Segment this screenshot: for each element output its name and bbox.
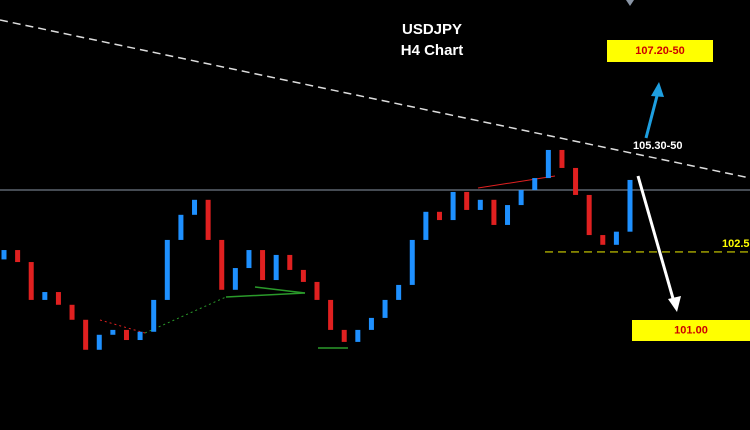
marker bbox=[626, 0, 634, 6]
candle-body bbox=[123, 329, 129, 341]
candle-body bbox=[55, 292, 61, 305]
candle-body bbox=[1, 250, 7, 260]
candle-body bbox=[15, 250, 21, 263]
candles bbox=[1, 149, 633, 350]
candle-body bbox=[423, 211, 429, 240]
target-box bbox=[632, 320, 750, 341]
candle-body bbox=[164, 239, 170, 300]
candle-body bbox=[573, 167, 579, 195]
candle-body bbox=[246, 250, 252, 269]
arrow-down bbox=[636, 175, 676, 303]
target-label: 107.20-50 bbox=[635, 45, 685, 57]
candle-body bbox=[28, 262, 34, 300]
arrow-head bbox=[651, 82, 664, 97]
candle-body bbox=[491, 199, 497, 225]
candle-body bbox=[273, 254, 279, 281]
candle-body bbox=[355, 329, 361, 342]
target-label: 101.00 bbox=[674, 324, 708, 336]
resistance-line bbox=[99, 319, 146, 334]
chart-title: USDJPY bbox=[402, 21, 462, 38]
annotation: 105.30-50 bbox=[633, 140, 683, 152]
candle-body bbox=[600, 235, 606, 245]
candle-body bbox=[586, 194, 592, 236]
candle-body bbox=[613, 231, 619, 245]
level-label: 102.5 bbox=[722, 238, 750, 250]
candle-body bbox=[219, 239, 225, 290]
candle-body bbox=[382, 299, 388, 318]
candle-body bbox=[396, 284, 402, 300]
candle-body bbox=[518, 190, 524, 206]
candle-body bbox=[477, 199, 483, 210]
candle-body bbox=[300, 269, 306, 282]
candle-body bbox=[69, 304, 75, 320]
candle-body bbox=[178, 214, 184, 240]
candle-body bbox=[232, 268, 238, 290]
target-box bbox=[607, 40, 713, 62]
candle-body bbox=[532, 178, 538, 191]
candle-body bbox=[545, 149, 551, 179]
candle-body bbox=[627, 179, 633, 232]
candle-body bbox=[409, 239, 415, 285]
candle-body bbox=[505, 205, 511, 225]
candle-body bbox=[368, 317, 374, 330]
support-line bbox=[144, 296, 227, 334]
candle-body bbox=[287, 254, 293, 270]
candle-body bbox=[137, 331, 143, 341]
candle-body bbox=[192, 199, 198, 215]
candle-body bbox=[260, 250, 266, 281]
trend-line bbox=[0, 19, 750, 179]
candle-body bbox=[83, 319, 89, 350]
arrow-up bbox=[644, 91, 660, 139]
candle-body bbox=[464, 191, 470, 210]
candle-body bbox=[328, 299, 334, 330]
candle-body bbox=[205, 199, 211, 240]
candle-body bbox=[559, 149, 565, 168]
support-line bbox=[225, 292, 306, 298]
candle-body bbox=[110, 329, 116, 335]
candle-body bbox=[151, 299, 157, 332]
candle-body bbox=[450, 191, 456, 221]
chart-subtitle: H4 Chart bbox=[401, 42, 464, 59]
candle-body bbox=[96, 334, 102, 350]
support-line bbox=[254, 286, 306, 294]
arrow-head bbox=[668, 296, 681, 312]
candle-body bbox=[42, 292, 48, 300]
resistance-line bbox=[477, 175, 556, 189]
candle-body bbox=[436, 211, 442, 221]
candle-body bbox=[314, 281, 320, 300]
candle-body bbox=[341, 329, 347, 342]
